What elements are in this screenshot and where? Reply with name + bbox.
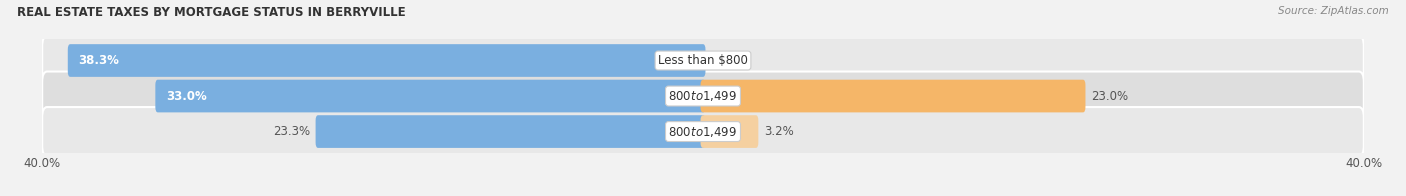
- FancyBboxPatch shape: [700, 80, 1085, 112]
- FancyBboxPatch shape: [42, 36, 1364, 85]
- Text: 23.0%: 23.0%: [1091, 90, 1129, 103]
- Text: Less than $800: Less than $800: [658, 54, 748, 67]
- Text: $800 to $1,499: $800 to $1,499: [668, 125, 738, 139]
- Text: 0.0%: 0.0%: [716, 54, 745, 67]
- FancyBboxPatch shape: [42, 107, 1364, 156]
- FancyBboxPatch shape: [67, 44, 706, 77]
- FancyBboxPatch shape: [700, 115, 758, 148]
- Text: 23.3%: 23.3%: [273, 125, 309, 138]
- FancyBboxPatch shape: [155, 80, 706, 112]
- Text: $800 to $1,499: $800 to $1,499: [668, 89, 738, 103]
- Text: Source: ZipAtlas.com: Source: ZipAtlas.com: [1278, 6, 1389, 16]
- FancyBboxPatch shape: [42, 72, 1364, 121]
- FancyBboxPatch shape: [315, 115, 706, 148]
- Text: REAL ESTATE TAXES BY MORTGAGE STATUS IN BERRYVILLE: REAL ESTATE TAXES BY MORTGAGE STATUS IN …: [17, 6, 405, 19]
- Text: 38.3%: 38.3%: [79, 54, 120, 67]
- Text: 3.2%: 3.2%: [763, 125, 794, 138]
- Text: 33.0%: 33.0%: [166, 90, 207, 103]
